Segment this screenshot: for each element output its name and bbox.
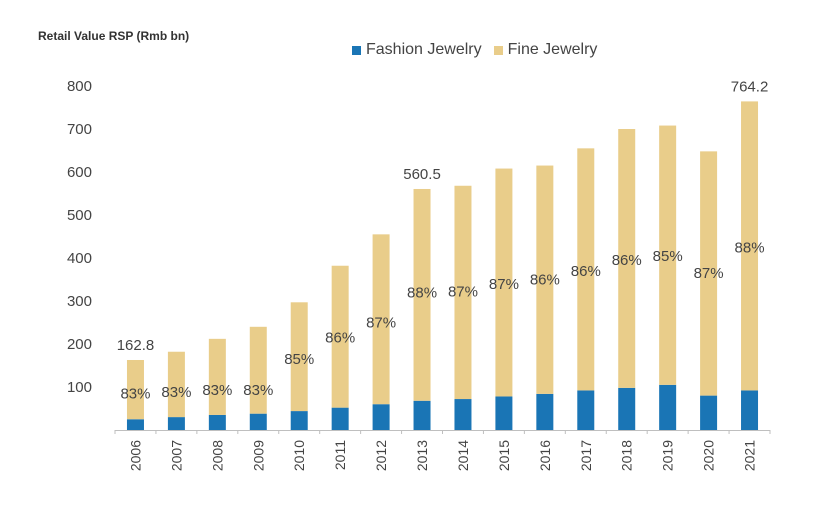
y-tick-label: 800 [67,78,92,95]
bar-fine-jewelry [495,168,513,397]
bar-fine-jewelry [618,129,636,388]
bar-fashion-jewelry [167,417,185,430]
fine-jewelry-share-label: 88% [735,239,765,256]
fine-jewelry-share-label: 86% [325,330,355,347]
bar-fine-jewelry [536,165,554,394]
y-tick-label: 100 [67,379,92,396]
bar-fashion-jewelry [618,387,636,430]
bar-fine-jewelry [700,151,718,396]
fine-jewelry-share-label: 83% [202,382,232,399]
x-tick-label: 2014 [455,440,471,471]
x-tick-label: 2012 [373,440,389,471]
bar-fashion-jewelry [741,390,759,430]
x-tick-label: 2021 [742,440,758,471]
y-tick-label: 400 [67,250,92,267]
bar-fine-jewelry [577,148,595,391]
fine-jewelry-share-label: 85% [653,248,683,265]
bar-fine-jewelry [741,101,759,391]
bar-fine-jewelry [249,326,267,414]
fine-jewelry-share-label: 83% [120,385,150,402]
y-axis-title: Retail Value RSP (Rmb bn) [38,29,190,43]
x-tick-label: 2009 [250,440,266,471]
fine-jewelry-share-label: 86% [612,252,642,269]
y-tick-label: 700 [67,121,92,138]
x-tick-label: 2007 [168,440,184,471]
y-tick-label: 500 [67,207,92,224]
x-tick-label: 2017 [578,440,594,471]
x-tick-label: 2015 [496,440,512,471]
bar-fashion-jewelry [577,390,595,430]
legend-swatch-fine-jewelry [493,45,503,55]
bar-fine-jewelry [167,351,185,418]
fine-jewelry-share-label: 83% [243,382,273,399]
bar-fine-jewelry [290,302,308,412]
y-tick-label: 200 [67,336,92,353]
total-value-label: 560.5 [403,166,441,183]
bar-fine-jewelry [331,265,349,408]
bar-fine-jewelry [454,185,472,400]
fine-jewelry-share-label: 87% [489,276,519,293]
x-tick-label: 2016 [537,440,553,471]
bar-fine-jewelry [372,234,390,405]
bar-fashion-jewelry [208,414,226,430]
bar-fine-jewelry [659,125,677,385]
x-tick-label: 2010 [291,440,307,471]
bar-fashion-jewelry [659,384,677,430]
x-tick-label: 2008 [209,440,225,471]
legend: Fashion Jewelry Fine Jewelry [352,41,609,59]
bar-fashion-jewelry [536,393,554,430]
bar-fine-jewelry [208,338,226,415]
bar-fashion-jewelry [700,395,718,430]
bar-fashion-jewelry [126,419,144,430]
fine-jewelry-share-label: 88% [407,284,437,301]
fine-jewelry-share-label: 87% [448,284,478,301]
fine-jewelry-share-label: 85% [284,351,314,368]
y-tick-label: 300 [67,293,92,310]
fine-jewelry-share-label: 86% [530,272,560,289]
fine-jewelry-share-label: 83% [161,384,191,401]
legend-item-fine-jewelry: Fine Jewelry [493,41,598,59]
y-tick-label: 600 [67,164,92,181]
x-tick-label: 2013 [414,440,430,471]
legend-label-fine-jewelry: Fine Jewelry [507,41,598,58]
bar-fashion-jewelry [413,400,431,430]
x-tick-label: 2006 [127,440,143,471]
bar-fashion-jewelry [290,411,308,430]
bar-fashion-jewelry [249,413,267,430]
legend-item-fashion-jewelry: Fashion Jewelry [352,41,482,59]
bar-fashion-jewelry [372,404,390,430]
x-tick-label: 2018 [619,440,635,471]
bar-fashion-jewelry [454,399,472,430]
bar-fine-jewelry [413,188,431,401]
bar-fashion-jewelry [495,396,513,430]
fine-jewelry-share-label: 87% [366,315,396,332]
legend-label-fashion-jewelry: Fashion Jewelry [366,41,482,58]
x-tick-label: 2011 [332,440,348,470]
x-tick-label: 2019 [660,440,676,471]
legend-swatch-fashion-jewelry [352,45,361,55]
bar-fashion-jewelry [331,407,349,430]
total-value-label: 764.2 [731,78,769,95]
fine-jewelry-share-label: 86% [571,263,601,280]
x-tick-label: 2020 [701,440,717,471]
fine-jewelry-share-label: 87% [694,265,724,282]
bar-fine-jewelry [126,359,144,420]
total-value-label: 162.8 [117,337,155,354]
